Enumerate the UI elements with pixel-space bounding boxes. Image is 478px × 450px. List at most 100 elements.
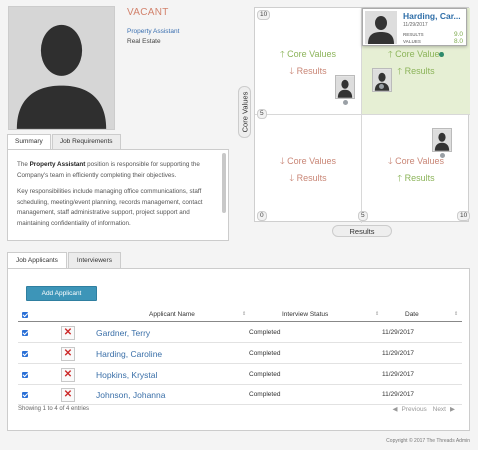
position-status: VACANT [127,7,169,18]
interview-date: 11/29/2017 [382,391,415,398]
callout-results-value: 9.0 [453,31,463,38]
quadrant-bottom-left: 🡓 Core Values 🡓 Results [255,115,362,223]
pagination: ◀ Previous Next ▶ [391,405,457,413]
summary-scrollbar[interactable] [222,153,226,213]
arrow-down-icon: 🡓 [289,173,295,183]
next-page-button[interactable]: Next [432,406,446,413]
table-row[interactable]: ✕ Harding, Caroline Completed 11/29/2017 [18,344,462,364]
quadrant-label: 🡓 Results [255,64,361,80]
interview-status: Completed [249,391,281,398]
tab-summary[interactable]: Summary [7,134,51,149]
marker-dot [440,153,445,158]
tick-label: 10 [257,10,271,20]
table-header: Applicant Name ⇕ Interview Status ⇕ Date… [18,309,462,322]
callout-values-label: VALUES [403,39,421,44]
column-header-status[interactable]: Interview Status [282,311,329,318]
summary-paragraph: The Property Assistant position is respo… [17,160,214,181]
row-checkbox[interactable] [22,351,28,357]
interview-date: 11/29/2017 [382,329,415,336]
x-axis-label: Results [332,225,392,237]
quadrant-text: Results [404,66,435,76]
quadrant-text: Core Values [395,156,445,166]
person-silhouette-icon [9,7,114,129]
applicant-name-link[interactable]: Harding, Caroline [96,349,163,359]
sort-icon[interactable]: ⇕ [454,311,459,317]
position-photo [8,6,115,130]
callout-avatar [365,11,397,44]
summary-position-bold: Property Assistant [29,161,86,168]
add-applicant-button[interactable]: Add Applicant [26,286,97,301]
applicant-marker[interactable] [372,68,392,92]
summary-panel: The Property Assistant position is respo… [7,149,229,241]
tab-job-requirements[interactable]: Job Requirements [51,134,121,149]
interview-status: Completed [249,329,281,336]
tick-label: 0 [257,211,267,221]
select-all-checkbox[interactable] [22,312,28,318]
quadrant-bottom-right: 🡓 Core Values 🡑 Results [362,115,470,223]
table-row[interactable]: ✕ Gardner, Terry Completed 11/29/2017 [18,323,462,343]
table-row[interactable]: ✕ Johnson, Johanna Completed 11/29/2017 [18,385,462,405]
person-icon [336,76,354,98]
remove-icon[interactable]: ✕ [61,347,75,361]
remove-icon[interactable]: ✕ [61,368,75,382]
summary-text: The [17,161,30,168]
applicant-name-link[interactable]: Johnson, Johanna [96,390,166,400]
sort-icon[interactable]: ⇕ [242,311,247,317]
chevron-left-icon[interactable]: ◀ [392,406,398,413]
table-row[interactable]: ✕ Hopkins, Krystal Completed 11/29/2017 [18,365,462,385]
remove-icon[interactable]: ✕ [61,388,75,402]
position-title-link[interactable]: Property Assistant [127,28,180,35]
applicant-tabs: Job Applicants Interviewers [7,252,122,268]
marker-dot [379,84,384,89]
applicant-name-link[interactable]: Hopkins, Krystal [96,370,158,380]
applicant-callout[interactable]: Harding, Car... 11/29/2017 RESULTS 9.0 VA… [362,8,467,46]
tick-label: 5 [358,211,368,221]
quadrant-label: 🡓 Core Values [255,154,361,170]
y-axis-text: Core Values [240,91,249,133]
row-checkbox[interactable] [22,392,28,398]
arrow-down-icon: 🡓 [387,156,393,166]
quadrant-text: Results [296,66,327,76]
row-checkbox[interactable] [22,372,28,378]
callout-results-label: RESULTS [403,32,424,37]
quadrant-text: Core Values [395,49,445,59]
quadrant-label: 🡑 Core Values [362,47,470,63]
chevron-right-icon[interactable]: ▶ [450,406,455,413]
row-checkbox[interactable] [22,330,28,336]
tick-label: 10 [457,211,471,221]
column-header-date[interactable]: Date [405,311,419,318]
column-header-name[interactable]: Applicant Name [149,311,195,318]
arrow-up-icon: 🡑 [397,66,403,76]
callout-values-value: 8.0 [453,38,463,45]
applicant-name-link[interactable]: Gardner, Terry [96,328,151,338]
summary-tabs: Summary Job Requirements [7,134,122,149]
copyright-footer: Copyright © 2017 The Threads Admin [386,438,470,444]
applicant-marker[interactable] [335,75,355,99]
remove-icon[interactable]: ✕ [61,326,75,340]
arrow-up-icon: 🡑 [387,49,393,59]
applicant-marker[interactable] [432,128,452,152]
tick-label: 5 [257,109,267,119]
tab-job-applicants[interactable]: Job Applicants [7,252,67,268]
quadrant-label: 🡑 Results [362,64,470,80]
interview-date: 11/29/2017 [382,371,415,378]
previous-page-button[interactable]: Previous [401,406,427,413]
marker-dot-selected [439,52,444,57]
arrow-up-icon: 🡑 [397,173,403,183]
callout-date: 11/29/2017 [403,22,428,28]
callout-results-row: RESULTS 9.0 [403,31,463,38]
arrow-down-icon: 🡓 [289,66,295,76]
quadrant-label: 🡓 Core Values [362,154,470,170]
callout-values-row: VALUES 8.0 [403,38,463,45]
quadrant-text: Core Values [287,156,337,166]
sort-icon[interactable]: ⇕ [375,311,380,317]
responsibilities-paragraph: Key responsibilities include managing of… [17,188,203,227]
person-icon [433,129,451,151]
interview-status: Completed [249,371,281,378]
person-icon [373,69,391,91]
tab-interviewers[interactable]: Interviewers [67,252,121,268]
interview-date: 11/29/2017 [382,350,415,357]
quadrant-text: Core Values [287,49,337,59]
arrow-down-icon: 🡓 [279,156,285,166]
quadrant-text: Results [296,173,327,183]
